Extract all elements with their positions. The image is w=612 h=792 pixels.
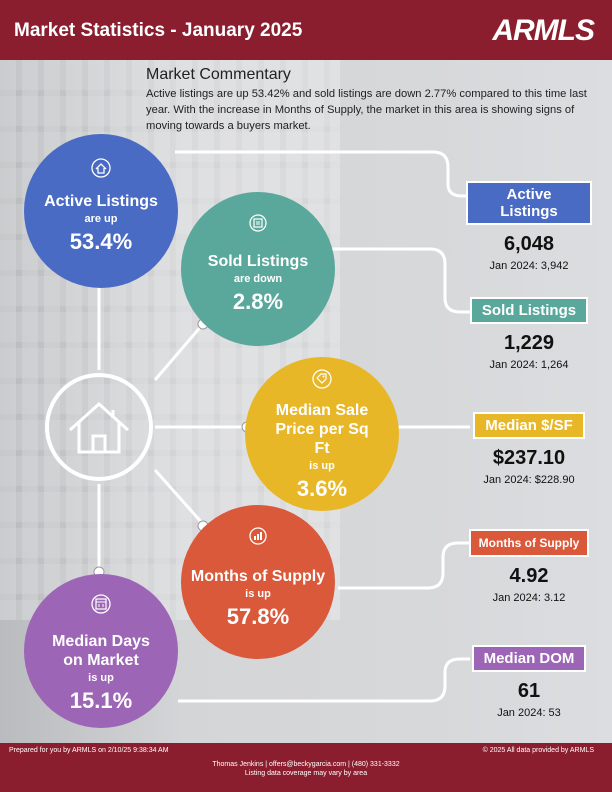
armls-logo: ARMLS <box>492 14 595 47</box>
commentary-text: Active listings are up 53.42% and sold l… <box>146 88 587 132</box>
commentary-heading: Market Commentary <box>146 66 291 83</box>
active-circle-sub: are up <box>84 213 118 225</box>
house-hub-icon <box>68 401 130 454</box>
coverage-text: Listing data coverage may vary by area <box>244 770 368 777</box>
median-dom-circle: Median Days on Market is up 15.1% <box>24 574 178 728</box>
document-icon <box>249 214 267 232</box>
market-commentary: Market Commentary Active listings are up… <box>146 66 596 134</box>
months-supply-circle: Months of Supply is up 57.8% <box>181 505 335 659</box>
sold-circle-sub: are down <box>233 273 283 285</box>
median-stat-value: $237.10 <box>492 447 566 469</box>
sold-listings-stat: Sold Listings 1,229 Jan 2024: 1,264 <box>466 297 592 371</box>
supply-stat-label: Months of Supply <box>468 529 590 557</box>
dom-stat-prev: Jan 2024: 53 <box>497 707 561 719</box>
supply-circle-pct: 57.8% <box>226 604 290 629</box>
median-psf-stat: Median $/SF $237.10 Jan 2024: $228.90 <box>466 412 592 486</box>
median-circle-title: Median Sale Price per Sq Ft <box>275 402 369 457</box>
supply-stat-value: 4.92 <box>509 565 549 587</box>
sold-stat-label: Sold Listings <box>469 297 589 324</box>
header-bar: Market Statistics - January 2025 ARMLS <box>0 0 612 60</box>
sold-stat-prev: Jan 2024: 1,264 <box>489 359 569 371</box>
median-stat-prev: Jan 2024: $228.90 <box>483 474 575 486</box>
hub-ring <box>45 373 153 481</box>
supply-circle-sub: is up <box>245 588 271 600</box>
dom-circle-title: Median Days on Market <box>52 633 150 669</box>
copyright-text: © 2025 All data provided by ARMLS <box>482 747 594 754</box>
sold-circle-title: Sold Listings <box>207 253 309 270</box>
active-circle-pct: 53.4% <box>69 229 133 254</box>
active-stat-prev: Jan 2024: 3,942 <box>489 260 569 272</box>
active-listings-stat: Active Listings 6,048 Jan 2024: 3,942 <box>466 181 592 272</box>
house-icon <box>91 158 111 178</box>
contact-text: Thomas Jenkins | offers@beckygarcia.com … <box>212 761 400 768</box>
median-price-circle: Median Sale Price per Sq Ft is up 3.6% <box>245 357 399 511</box>
prepared-text: Prepared for you by ARMLS on 2/10/25 9:3… <box>9 747 169 754</box>
sold-listings-circle: Sold Listings are down 2.8% <box>181 192 335 346</box>
dom-stat-label: Median DOM <box>471 645 587 672</box>
months-supply-stat: Months of Supply 4.92 Jan 2024: 3.12 <box>466 529 592 604</box>
dom-circle-pct: 15.1% <box>69 688 133 713</box>
active-stat-value: 6,048 <box>503 233 555 255</box>
calendar-icon <box>91 594 111 614</box>
median-stat-label: Median $/SF <box>473 412 585 439</box>
supply-stat-prev: Jan 2024: 3.12 <box>492 592 566 604</box>
active-stat-label: Active Listings <box>466 181 592 225</box>
footer-contact-block: Thomas Jenkins | offers@beckygarcia.com … <box>0 760 612 778</box>
bar-chart-icon <box>249 527 267 545</box>
dom-circle-sub: is up <box>88 672 114 684</box>
median-dom-stat: Median DOM 61 Jan 2024: 53 <box>466 645 592 719</box>
median-circle-pct: 3.6% <box>296 476 348 501</box>
sold-circle-pct: 2.8% <box>232 289 284 314</box>
active-listings-circle: Active Listings are up 53.4% <box>24 134 178 288</box>
infographic-area: Market Commentary Active listings are up… <box>0 60 612 743</box>
active-circle-title: Active Listings <box>44 193 158 210</box>
page-title: Market Statistics - January 2025 <box>14 20 303 41</box>
median-circle-sub: is up <box>309 460 335 472</box>
sold-stat-value: 1,229 <box>503 332 555 354</box>
dom-stat-value: 61 <box>517 680 541 702</box>
price-tag-icon <box>312 369 332 389</box>
supply-circle-title: Months of Supply <box>190 568 326 585</box>
footer-bar: Prepared for you by ARMLS on 2/10/25 9:3… <box>0 743 612 792</box>
